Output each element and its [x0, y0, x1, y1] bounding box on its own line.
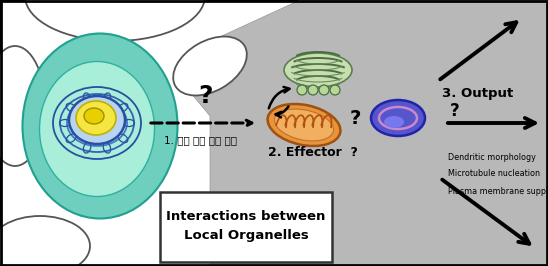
Circle shape — [308, 85, 318, 95]
Ellipse shape — [76, 101, 116, 135]
Ellipse shape — [0, 216, 90, 266]
Text: Microtubule nucleation: Microtubule nucleation — [448, 169, 540, 178]
Text: Plasma membrane supply: Plasma membrane supply — [448, 186, 548, 196]
Ellipse shape — [384, 116, 404, 128]
Circle shape — [330, 85, 340, 95]
Text: ?: ? — [349, 110, 361, 128]
Text: Local Organelles: Local Organelles — [184, 230, 309, 243]
Circle shape — [297, 85, 307, 95]
Ellipse shape — [173, 36, 247, 95]
Ellipse shape — [69, 96, 125, 144]
Text: 2. Effector  ?: 2. Effector ? — [268, 147, 358, 160]
Text: ?: ? — [198, 84, 212, 108]
Ellipse shape — [22, 34, 178, 218]
Polygon shape — [185, 0, 548, 266]
Ellipse shape — [84, 108, 104, 124]
Text: 1. 원격 조절 매개 인자: 1. 원격 조절 매개 인자 — [163, 135, 237, 145]
FancyBboxPatch shape — [160, 192, 332, 262]
Ellipse shape — [275, 109, 334, 141]
Text: ?: ? — [450, 102, 460, 120]
Ellipse shape — [284, 53, 352, 87]
Ellipse shape — [267, 104, 340, 146]
Ellipse shape — [39, 61, 155, 197]
Text: Dendritic morphology: Dendritic morphology — [448, 152, 536, 161]
Circle shape — [319, 85, 329, 95]
Ellipse shape — [25, 0, 205, 41]
Ellipse shape — [0, 46, 45, 166]
Text: 3. Output: 3. Output — [442, 86, 513, 99]
Ellipse shape — [371, 100, 425, 136]
Text: Interactions between: Interactions between — [166, 210, 326, 222]
